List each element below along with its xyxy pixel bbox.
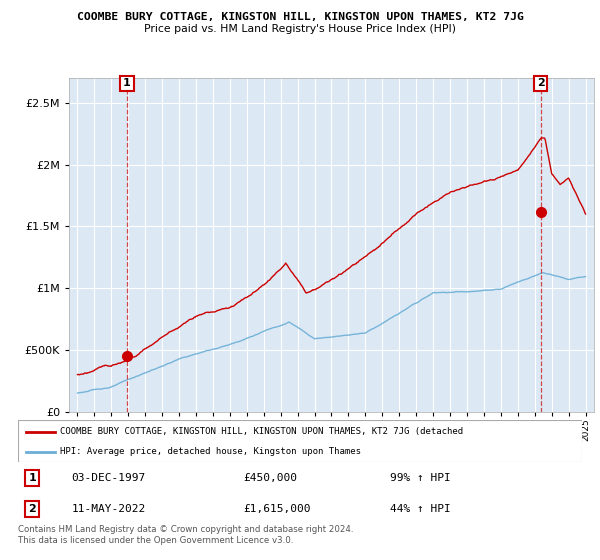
Text: 03-DEC-1997: 03-DEC-1997 xyxy=(71,473,146,483)
Text: £450,000: £450,000 xyxy=(244,473,298,483)
Text: 44% ↑ HPI: 44% ↑ HPI xyxy=(390,504,451,514)
Text: 1: 1 xyxy=(123,78,131,88)
Text: 1: 1 xyxy=(28,473,36,483)
FancyBboxPatch shape xyxy=(18,420,582,462)
Text: COOMBE BURY COTTAGE, KINGSTON HILL, KINGSTON UPON THAMES, KT2 7JG (detached: COOMBE BURY COTTAGE, KINGSTON HILL, KING… xyxy=(60,427,463,436)
Text: 99% ↑ HPI: 99% ↑ HPI xyxy=(390,473,451,483)
Text: COOMBE BURY COTTAGE, KINGSTON HILL, KINGSTON UPON THAMES, KT2 7JG: COOMBE BURY COTTAGE, KINGSTON HILL, KING… xyxy=(77,12,523,22)
Text: 2: 2 xyxy=(28,504,36,514)
Text: Price paid vs. HM Land Registry's House Price Index (HPI): Price paid vs. HM Land Registry's House … xyxy=(144,24,456,34)
Text: 11-MAY-2022: 11-MAY-2022 xyxy=(71,504,146,514)
Text: £1,615,000: £1,615,000 xyxy=(244,504,311,514)
Text: HPI: Average price, detached house, Kingston upon Thames: HPI: Average price, detached house, King… xyxy=(60,447,361,456)
Text: Contains HM Land Registry data © Crown copyright and database right 2024.
This d: Contains HM Land Registry data © Crown c… xyxy=(18,525,353,545)
Text: 2: 2 xyxy=(537,78,545,88)
